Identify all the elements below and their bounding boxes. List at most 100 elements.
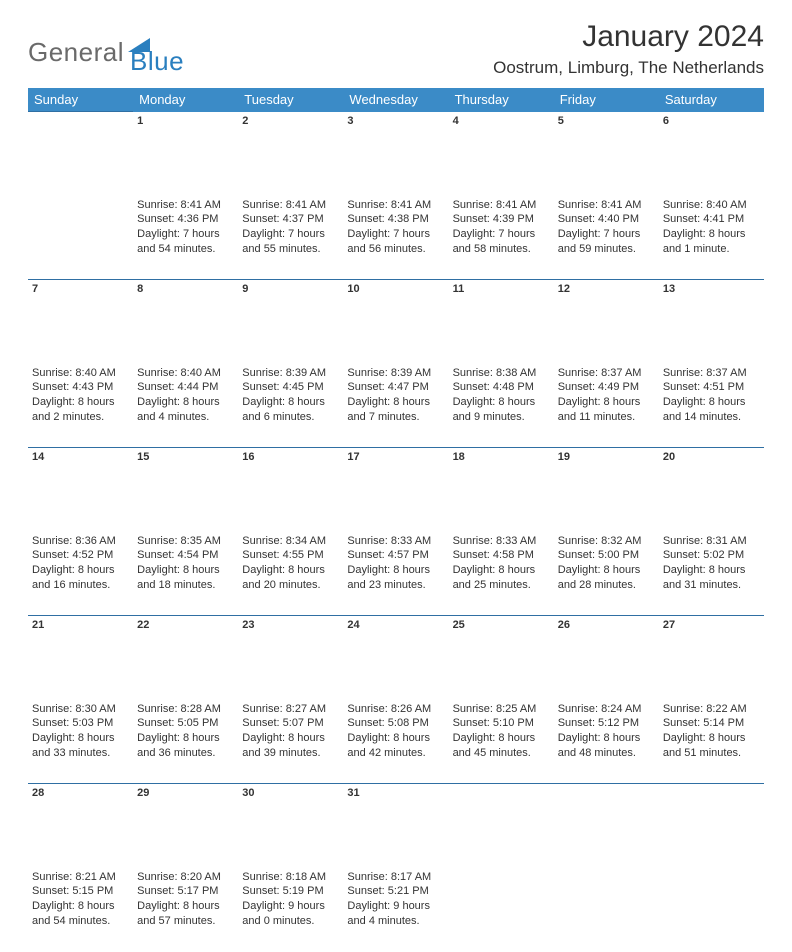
- day-cell: Sunrise: 8:25 AMSunset: 5:10 PMDaylight:…: [449, 700, 554, 784]
- sunset-line: Sunset: 5:21 PM: [347, 884, 444, 899]
- sunrise-line: Sunrise: 8:40 AM: [137, 366, 234, 381]
- sunrise-line: Sunrise: 8:35 AM: [137, 534, 234, 549]
- daylight-line: Daylight: 8 hours and 31 minutes.: [663, 563, 760, 593]
- day-number: 19: [554, 448, 659, 532]
- day-cell: Sunrise: 8:41 AMSunset: 4:37 PMDaylight:…: [238, 196, 343, 280]
- sunset-line: Sunset: 4:38 PM: [347, 212, 444, 227]
- sunset-line: Sunset: 4:52 PM: [32, 548, 129, 563]
- week-row: Sunrise: 8:36 AMSunset: 4:52 PMDaylight:…: [28, 532, 764, 616]
- sunrise-line: Sunrise: 8:24 AM: [558, 702, 655, 717]
- day-cell: Sunrise: 8:30 AMSunset: 5:03 PMDaylight:…: [28, 700, 133, 784]
- day-number: 10: [343, 280, 448, 364]
- day-number: 12: [554, 280, 659, 364]
- sunset-line: Sunset: 4:58 PM: [453, 548, 550, 563]
- sunrise-line: Sunrise: 8:26 AM: [347, 702, 444, 717]
- sunrise-line: Sunrise: 8:17 AM: [347, 870, 444, 885]
- day-number: 16: [238, 448, 343, 532]
- daylight-line: Daylight: 8 hours and 11 minutes.: [558, 395, 655, 425]
- weekday-header: Tuesday: [238, 88, 343, 112]
- day-cell: Sunrise: 8:31 AMSunset: 5:02 PMDaylight:…: [659, 532, 764, 616]
- day-number: 25: [449, 616, 554, 700]
- day-cell: Sunrise: 8:33 AMSunset: 4:57 PMDaylight:…: [343, 532, 448, 616]
- day-number: 4: [449, 112, 554, 196]
- day-cell: Sunrise: 8:41 AMSunset: 4:39 PMDaylight:…: [449, 196, 554, 280]
- sunrise-line: Sunrise: 8:41 AM: [558, 198, 655, 213]
- sunset-line: Sunset: 4:36 PM: [137, 212, 234, 227]
- daynum-row: 78910111213: [28, 280, 764, 364]
- daylight-line: Daylight: 8 hours and 33 minutes.: [32, 731, 129, 761]
- day-number: 30: [238, 784, 343, 868]
- daylight-line: Daylight: 8 hours and 57 minutes.: [137, 899, 234, 929]
- weekday-header-row: Sunday Monday Tuesday Wednesday Thursday…: [28, 88, 764, 112]
- sunset-line: Sunset: 5:14 PM: [663, 716, 760, 731]
- week-row: Sunrise: 8:41 AM Sunset: 4:36 PM Daylight:…: [28, 196, 764, 280]
- day-cell: Sunrise: 8:33 AMSunset: 4:58 PMDaylight:…: [449, 532, 554, 616]
- day-number: [554, 784, 659, 868]
- sunrise-line: Sunrise: 8:40 AM: [32, 366, 129, 381]
- sunset-line: Sunset: 4:54 PM: [137, 548, 234, 563]
- daylight-line: Daylight: 8 hours and 51 minutes.: [663, 731, 760, 761]
- sunset-line: Sunset: 5:10 PM: [453, 716, 550, 731]
- weekday-header: Monday: [133, 88, 238, 112]
- sunset-line: Sunset: 4:41 PM: [663, 212, 760, 227]
- day-number: [659, 784, 764, 868]
- daylight-line: Daylight: 8 hours and 48 minutes.: [558, 731, 655, 761]
- day-cell: Sunrise: 8:39 AMSunset: 4:47 PMDaylight:…: [343, 364, 448, 448]
- sunset-line: Sunset: 5:07 PM: [242, 716, 339, 731]
- daynum-row: 28293031: [28, 784, 764, 868]
- daylight-line: Daylight: 8 hours and 18 minutes.: [137, 563, 234, 593]
- sunset-line: Sunset: 5:17 PM: [137, 884, 234, 899]
- day-number: 6: [659, 112, 764, 196]
- sunrise-line: Sunrise: 8:31 AM: [663, 534, 760, 549]
- daylight-line: Daylight: 8 hours and 28 minutes.: [558, 563, 655, 593]
- day-cell: Sunrise: 8:37 AMSunset: 4:51 PMDaylight:…: [659, 364, 764, 448]
- sunrise-line: Sunrise: 8:30 AM: [32, 702, 129, 717]
- sunset-line: Sunset: 4:49 PM: [558, 380, 655, 395]
- day-cell: Sunrise: 8:26 AMSunset: 5:08 PMDaylight:…: [343, 700, 448, 784]
- logo-text-blue: Blue: [130, 28, 184, 77]
- daynum-row: 21222324252627: [28, 616, 764, 700]
- daylight-line: Daylight: 7 hours and 58 minutes.: [453, 227, 550, 257]
- day-cell: Sunrise: 8:34 AMSunset: 4:55 PMDaylight:…: [238, 532, 343, 616]
- day-cell: [659, 868, 764, 952]
- day-number: 13: [659, 280, 764, 364]
- day-cell: [28, 196, 133, 280]
- day-cell: Sunrise: 8:20 AMSunset: 5:17 PMDaylight:…: [133, 868, 238, 952]
- day-number: 26: [554, 616, 659, 700]
- day-cell: Sunrise: 8:41 AMSunset: 4:38 PMDaylight:…: [343, 196, 448, 280]
- daylight-line: Daylight: 8 hours and 39 minutes.: [242, 731, 339, 761]
- sunrise-line: Sunrise: 8:28 AM: [137, 702, 234, 717]
- day-cell: Sunrise: 8:40 AMSunset: 4:41 PMDaylight:…: [659, 196, 764, 280]
- daylight-line: Daylight: 8 hours and 9 minutes.: [453, 395, 550, 425]
- sunrise-line: Sunrise: 8:33 AM: [347, 534, 444, 549]
- sunset-line: Sunset: 4:55 PM: [242, 548, 339, 563]
- day-number: 21: [28, 616, 133, 700]
- sunset-line: Sunset: 5:02 PM: [663, 548, 760, 563]
- sunrise-line: Sunrise: 8:39 AM: [242, 366, 339, 381]
- daylight-line: Daylight: 8 hours and 7 minutes.: [347, 395, 444, 425]
- sunset-line: Sunset: 5:05 PM: [137, 716, 234, 731]
- day-number: 28: [28, 784, 133, 868]
- sunset-line: Sunset: 5:15 PM: [32, 884, 129, 899]
- weekday-header: Saturday: [659, 88, 764, 112]
- sunrise-line: Sunrise: 8:33 AM: [453, 534, 550, 549]
- sunset-line: Sunset: 5:12 PM: [558, 716, 655, 731]
- day-number: 31: [343, 784, 448, 868]
- daylight-line: Daylight: 8 hours and 14 minutes.: [663, 395, 760, 425]
- daylight-line: Daylight: 8 hours and 36 minutes.: [137, 731, 234, 761]
- day-number: 11: [449, 280, 554, 364]
- title-block: January 2024 Oostrum, Limburg, The Nethe…: [493, 20, 764, 78]
- sunset-line: Sunset: 4:48 PM: [453, 380, 550, 395]
- week-row: Sunrise: 8:30 AMSunset: 5:03 PMDaylight:…: [28, 700, 764, 784]
- sunset-line: Sunset: 5:00 PM: [558, 548, 655, 563]
- page-title: January 2024: [493, 20, 764, 54]
- sunset-line: Sunset: 4:39 PM: [453, 212, 550, 227]
- day-number: 5: [554, 112, 659, 196]
- day-number: 17: [343, 448, 448, 532]
- daylight-line: Daylight: 7 hours and 56 minutes.: [347, 227, 444, 257]
- daylight-line: Daylight: 8 hours and 25 minutes.: [453, 563, 550, 593]
- sunrise-line: Sunrise: 8:37 AM: [663, 366, 760, 381]
- daynum-row: 14151617181920: [28, 448, 764, 532]
- daylight-line: Daylight: 8 hours and 16 minutes.: [32, 563, 129, 593]
- sunrise-line: Sunrise: 8:40 AM: [663, 198, 760, 213]
